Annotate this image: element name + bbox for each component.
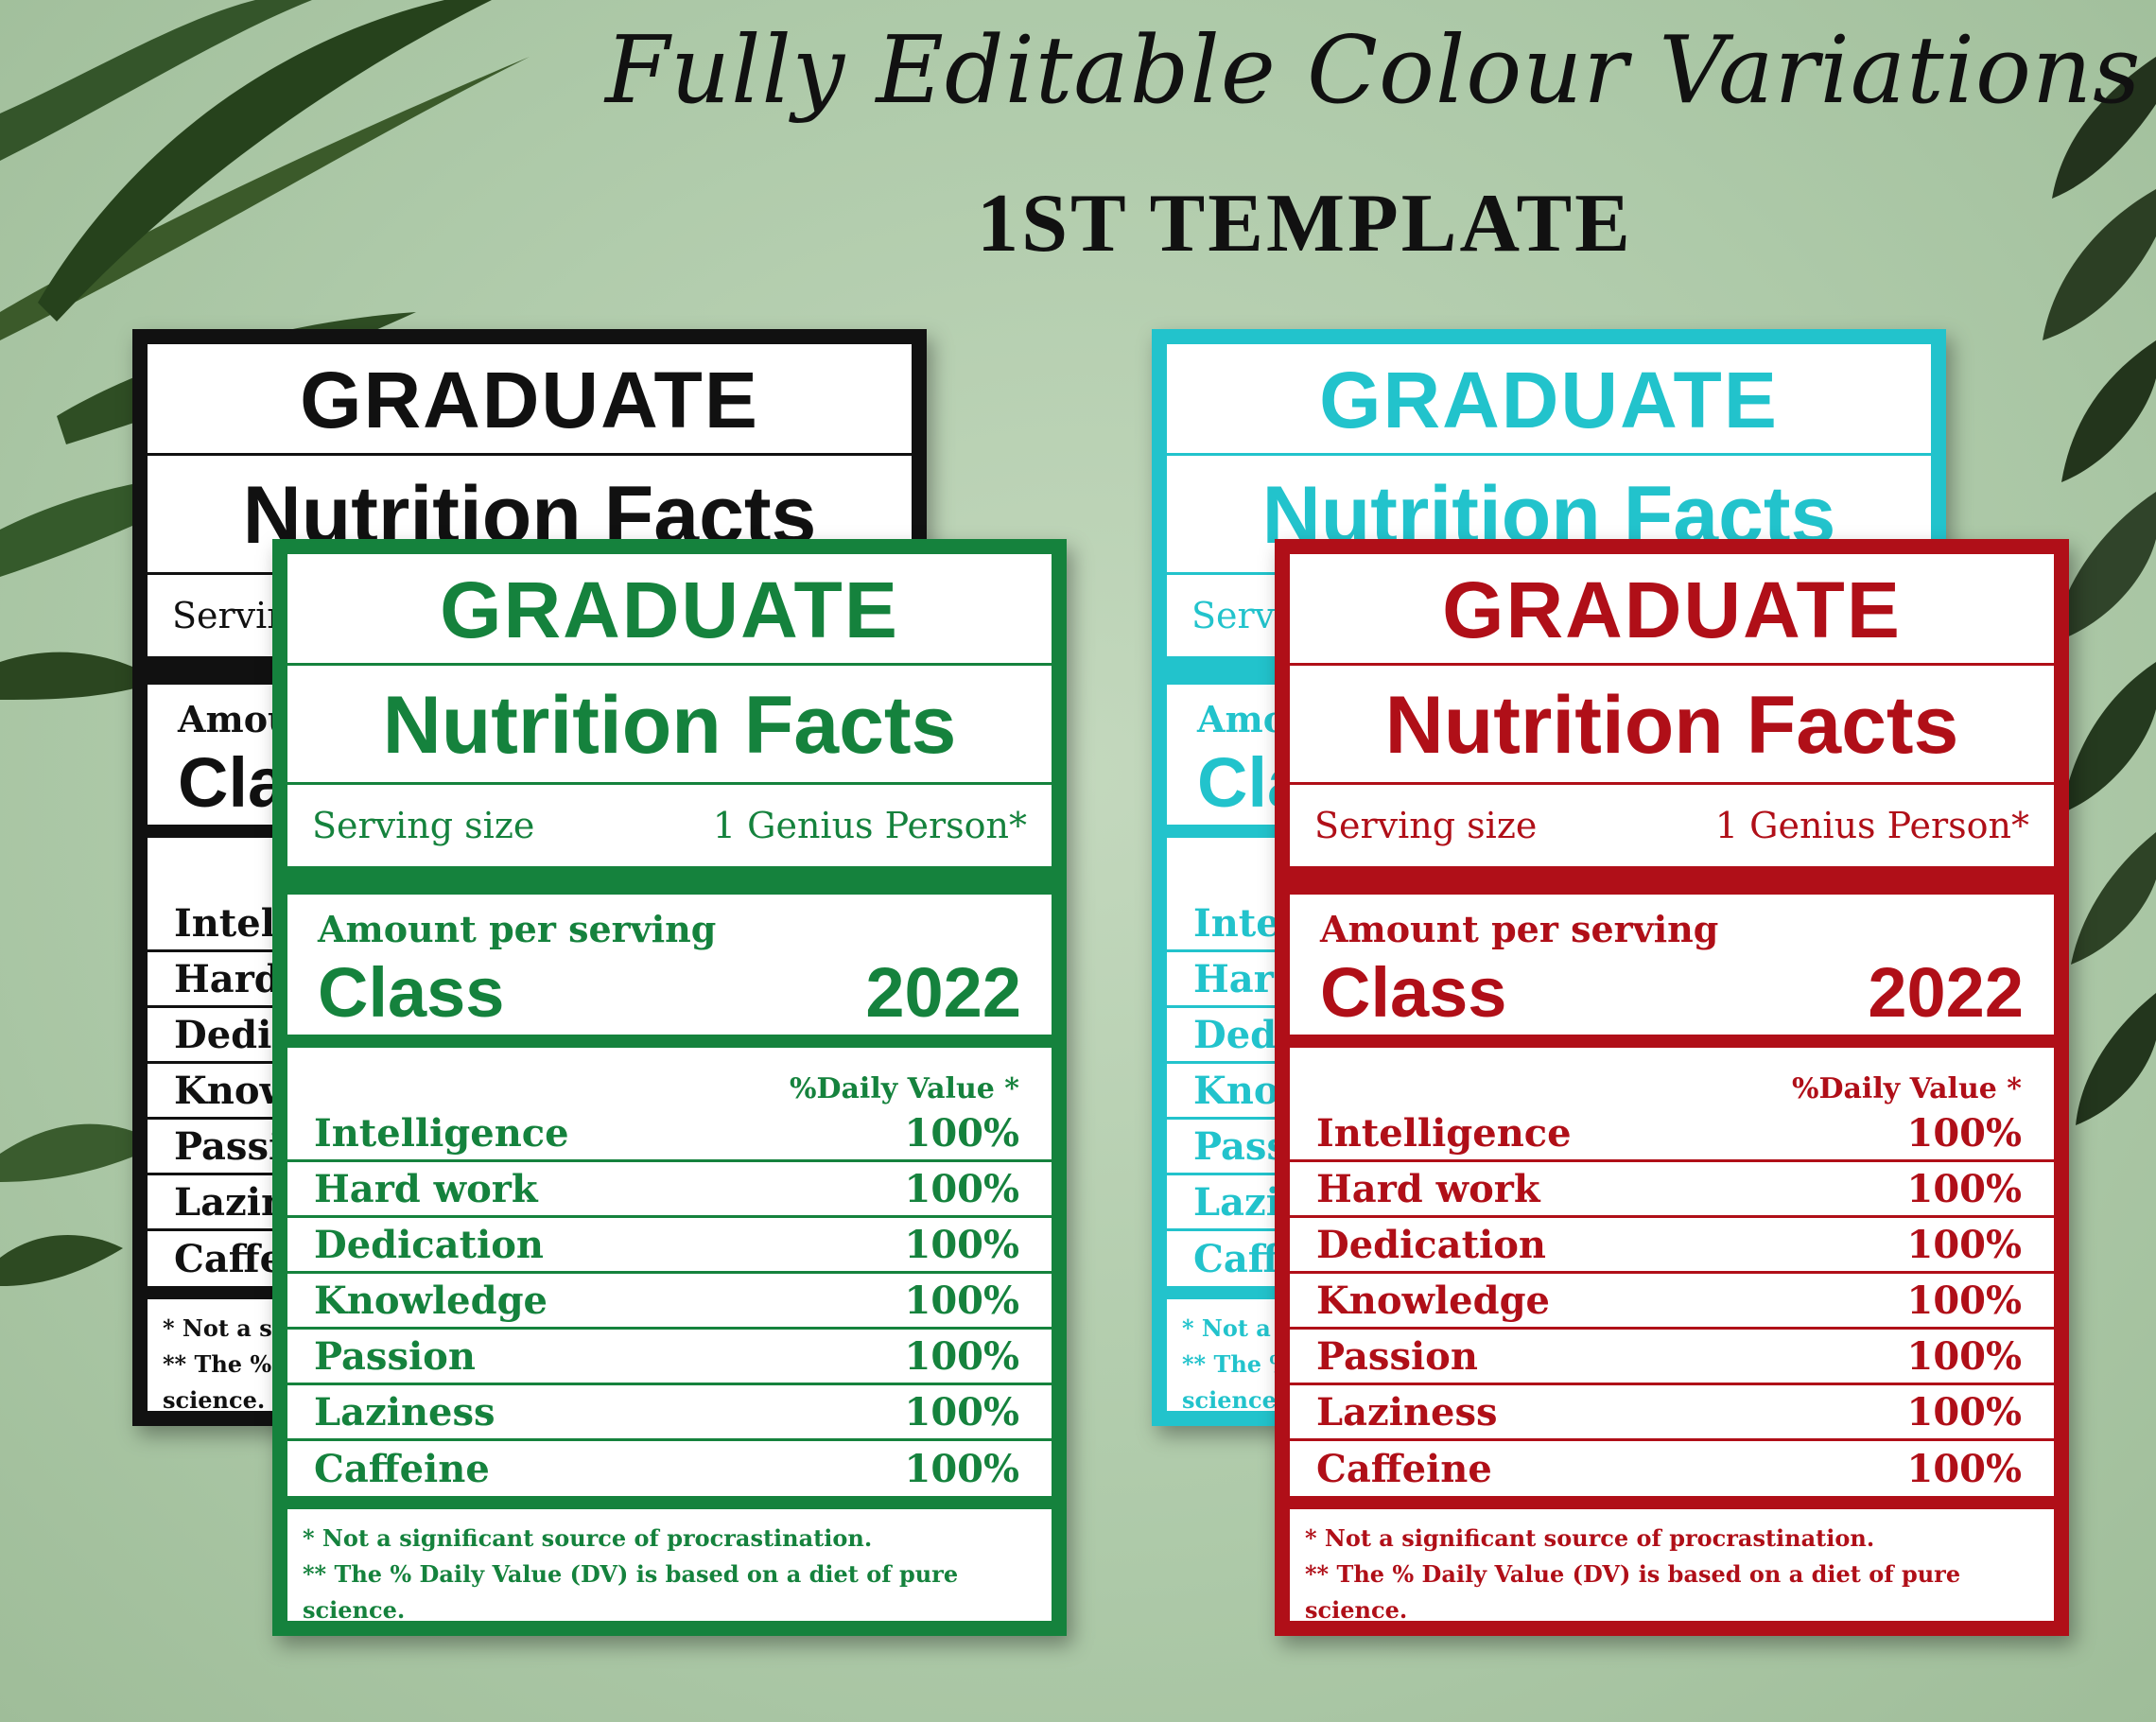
amount-label: Amount per serving [1320, 908, 1719, 950]
item-name: Dedication [314, 1222, 545, 1267]
serving-value: 1 Genius Person* [712, 805, 1027, 846]
item-name: Intelligence [1316, 1110, 1572, 1156]
item-value: 100% [904, 1333, 1019, 1379]
list-item: Intelligence 100% [1290, 1106, 2054, 1162]
class-row: Class 2022 [1320, 950, 2024, 1035]
list-item: Laziness 100% [287, 1385, 1052, 1441]
card-heading: GRADUATE [287, 554, 1052, 666]
page-subtitle: 1ST TEMPLATE [977, 178, 1633, 270]
item-value: 100% [904, 1110, 1019, 1156]
item-name: Passion [1316, 1333, 1478, 1379]
item-value: 100% [1906, 1222, 2022, 1267]
daily-value-header: %Daily Value * [789, 1072, 1019, 1105]
list-item: Caffeine 100% [287, 1441, 1052, 1497]
item-value: 100% [1906, 1278, 2022, 1323]
serving-row: Serving size 1 Genius Person* [287, 785, 1052, 895]
nutrition-card-green: GRADUATE Nutrition Facts Serving size 1 … [272, 539, 1067, 1636]
footnote-1: * Not a significant source of procrastin… [303, 1524, 873, 1552]
amount-section: Amount per serving Class 2022 [1290, 895, 2054, 1048]
value-list: %Daily Value * Intelligence 100% Hard wor… [287, 1061, 1052, 1496]
card-footnotes: * Not a significant source of procrastin… [287, 1496, 1052, 1624]
class-row: Class 2022 [318, 950, 1021, 1035]
item-value: 100% [1906, 1110, 2022, 1156]
card-facts-title: Nutrition Facts [1290, 666, 2054, 785]
list-item: Caffeine 100% [1290, 1441, 2054, 1497]
item-name: Dedication [1316, 1222, 1547, 1267]
card-footnotes: * Not a significant source of procrastin… [1290, 1496, 2054, 1624]
class-label: Class [1320, 953, 1507, 1032]
amount-label: Amount per serving [318, 908, 717, 950]
item-value: 100% [904, 1222, 1019, 1267]
item-name: Passion [314, 1333, 476, 1379]
list-item: Passion 100% [1290, 1330, 2054, 1385]
item-value: 100% [1906, 1389, 2022, 1435]
class-year: 2022 [1868, 953, 2024, 1032]
list-item: Dedication 100% [1290, 1218, 2054, 1274]
list-item: Knowledge 100% [287, 1274, 1052, 1330]
card-heading: GRADUATE [1167, 344, 1931, 456]
item-value: 100% [1906, 1333, 2022, 1379]
item-value: 100% [1906, 1447, 2022, 1491]
item-name: Laziness [1316, 1389, 1498, 1435]
list-item: Intelligence 100% [287, 1106, 1052, 1162]
class-label: Class [318, 953, 505, 1032]
list-item: Dedication 100% [287, 1218, 1052, 1274]
daily-value-header: %Daily Value * [1791, 1072, 2022, 1105]
serving-row: Serving size 1 Genius Person* [1290, 785, 2054, 895]
list-item: Passion 100% [287, 1330, 1052, 1385]
item-value: 100% [904, 1447, 1019, 1491]
item-name: Hard work [1316, 1166, 1540, 1211]
item-name: Knowledge [314, 1278, 548, 1323]
card-heading: GRADUATE [148, 344, 912, 456]
list-item: Hard work 100% [1290, 1162, 2054, 1218]
item-name: Hard work [314, 1166, 538, 1211]
serving-label: Serving size [1314, 805, 1538, 846]
value-list: %Daily Value * Intelligence 100% Hard wor… [1290, 1061, 2054, 1496]
list-item: Laziness 100% [1290, 1385, 2054, 1441]
nutrition-card-red: GRADUATE Nutrition Facts Serving size 1 … [1275, 539, 2069, 1636]
list-item: Hard work 100% [287, 1162, 1052, 1218]
page-title: Fully Editable Colour Variations [605, 17, 2142, 125]
item-name: Caffeine [1316, 1447, 1492, 1491]
serving-value: 1 Genius Person* [1714, 805, 2029, 846]
list-item: Knowledge 100% [1290, 1274, 2054, 1330]
footnote-1: * Not a significant source of procrastin… [1305, 1524, 1875, 1552]
footnote-2: ** The % Daily Value (DV) is based on a … [1305, 1560, 1961, 1624]
item-name: Knowledge [1316, 1278, 1550, 1323]
item-value: 100% [904, 1389, 1019, 1435]
class-year: 2022 [865, 953, 1021, 1032]
card-facts-title: Nutrition Facts [287, 666, 1052, 785]
item-value: 100% [1906, 1166, 2022, 1211]
footnote-2: ** The % Daily Value (DV) is based on a … [303, 1560, 959, 1624]
card-heading: GRADUATE [1290, 554, 2054, 666]
item-name: Intelligence [314, 1110, 569, 1156]
item-name: Laziness [314, 1389, 496, 1435]
item-value: 100% [904, 1166, 1019, 1211]
amount-section: Amount per serving Class 2022 [287, 895, 1052, 1048]
item-name: Caffeine [314, 1447, 490, 1491]
item-value: 100% [904, 1278, 1019, 1323]
serving-label: Serving size [312, 805, 535, 846]
